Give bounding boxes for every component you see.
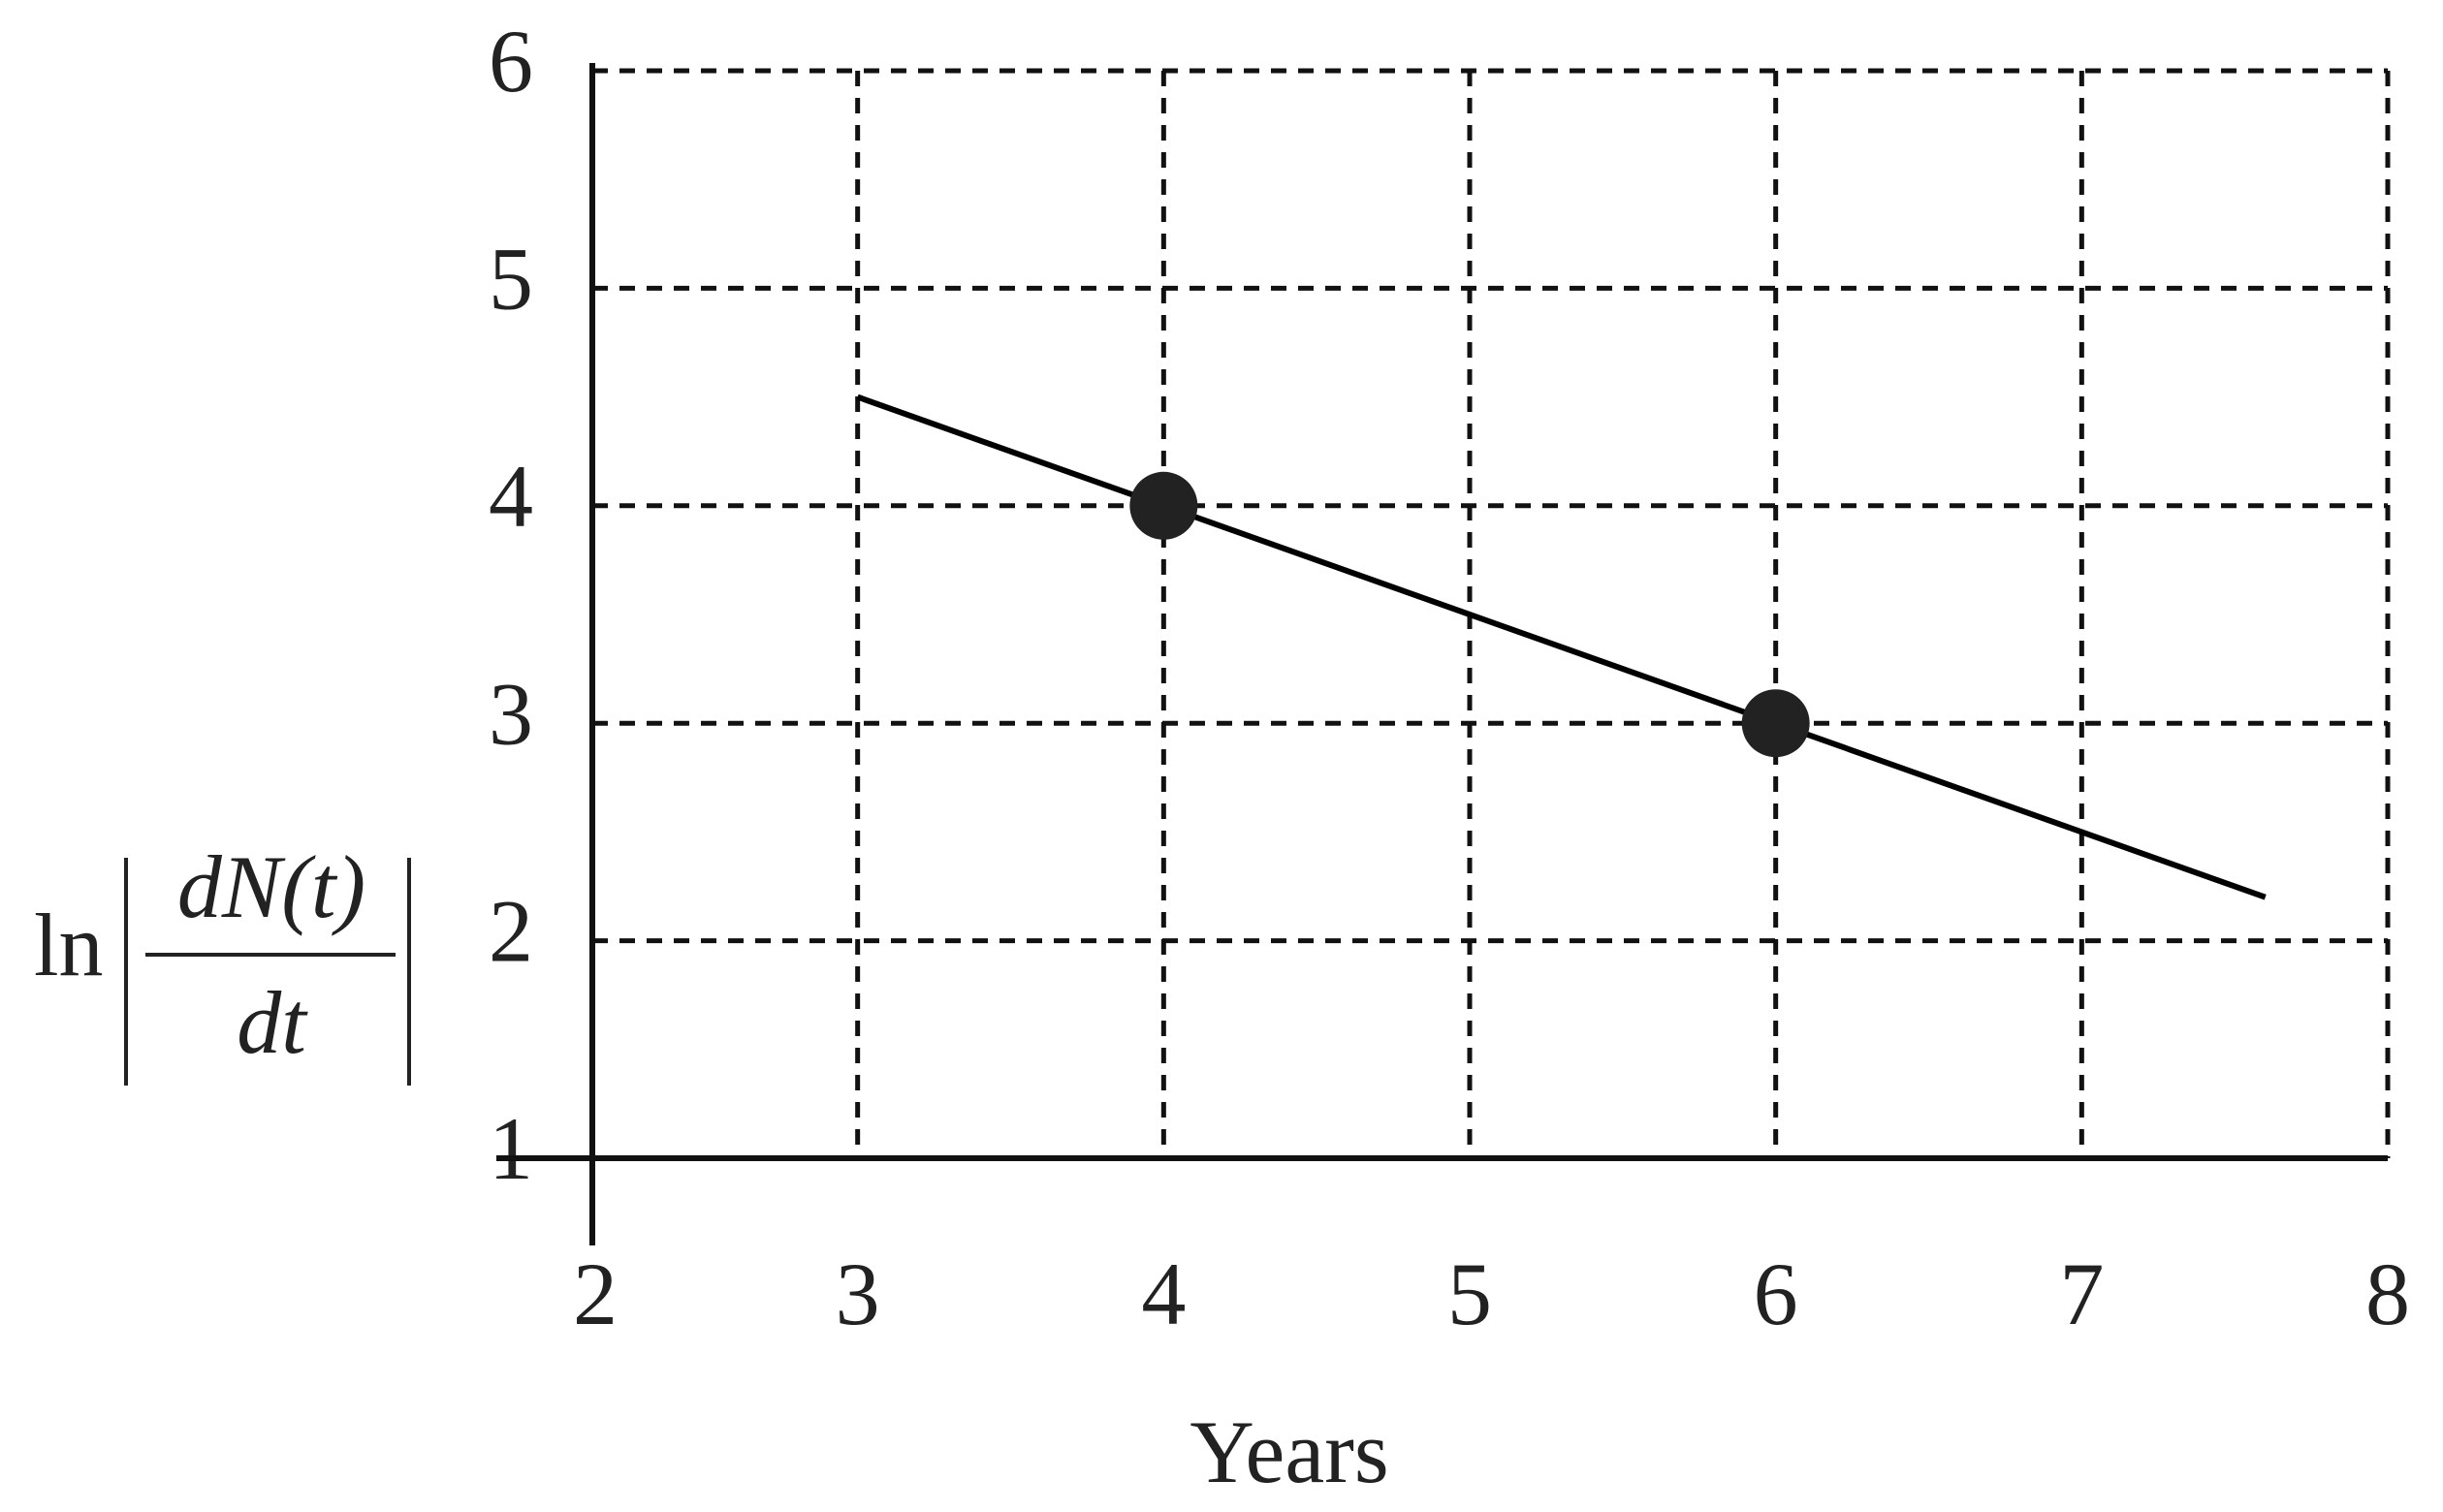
y-tick-label: 4: [489, 447, 533, 546]
x-tick-label: 8: [2365, 1244, 2410, 1343]
x-tick-label: 3: [836, 1244, 880, 1343]
y-tick-label: 2: [489, 882, 533, 981]
x-tick-label: 7: [2059, 1244, 2104, 1343]
y-title-denominator: dt: [237, 973, 308, 1072]
x-tick-label: 6: [1754, 1244, 1798, 1343]
y-tick-label: 6: [489, 12, 533, 110]
y-tick-label: 3: [489, 664, 533, 763]
y-tick-label: 5: [489, 230, 533, 329]
data-point: [1129, 471, 1198, 540]
data-point: [1741, 689, 1810, 758]
y-axis-title: ln dN(t) dt: [34, 837, 411, 1086]
fit-line: [856, 394, 2267, 900]
y-tick-label: 1: [489, 1099, 533, 1198]
x-tick-label: 4: [1141, 1244, 1186, 1343]
y-title-numerator: dN(t): [177, 837, 365, 936]
x-tick-label: 5: [1447, 1244, 1492, 1343]
x-axis-title: Years: [1190, 1402, 1388, 1501]
y-title-prefix: ln: [34, 896, 104, 994]
x-tick-label: 2: [573, 1244, 618, 1343]
